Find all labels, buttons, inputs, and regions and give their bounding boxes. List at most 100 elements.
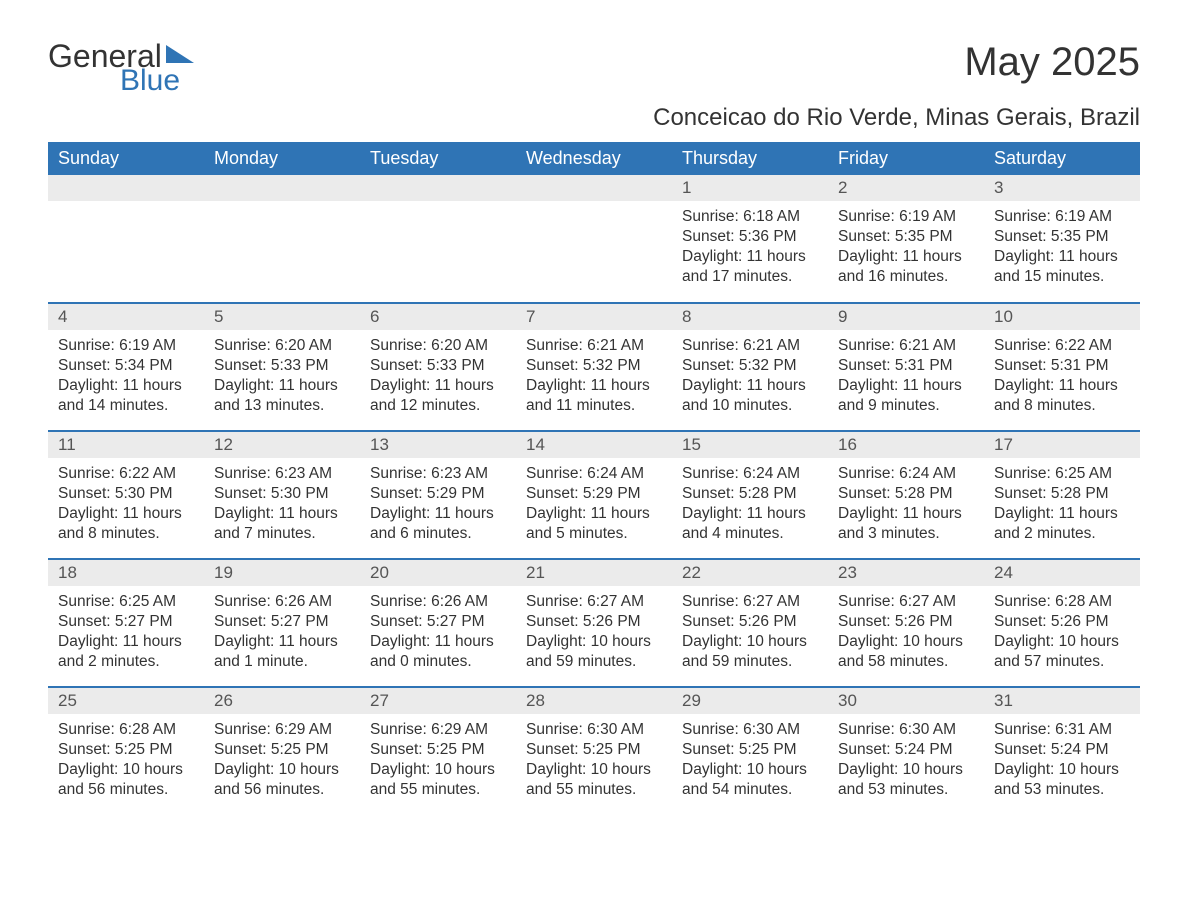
sunrise-text: Sunrise: 6:27 AM bbox=[682, 592, 818, 612]
sunrise-text: Sunrise: 6:29 AM bbox=[214, 720, 350, 740]
calendar-cell: 16Sunrise: 6:24 AMSunset: 5:28 PMDayligh… bbox=[828, 431, 984, 559]
calendar-week-row: 25Sunrise: 6:28 AMSunset: 5:25 PMDayligh… bbox=[48, 687, 1140, 815]
daylight-text: Daylight: 11 hours and 6 minutes. bbox=[370, 504, 506, 544]
calendar-cell: 11Sunrise: 6:22 AMSunset: 5:30 PMDayligh… bbox=[48, 431, 204, 559]
sunset-text: Sunset: 5:25 PM bbox=[58, 740, 194, 760]
calendar-cell: 25Sunrise: 6:28 AMSunset: 5:25 PMDayligh… bbox=[48, 687, 204, 815]
column-header: Thursday bbox=[672, 142, 828, 175]
daylight-text: Daylight: 10 hours and 59 minutes. bbox=[682, 632, 818, 672]
calendar-week-row: 4Sunrise: 6:19 AMSunset: 5:34 PMDaylight… bbox=[48, 303, 1140, 431]
day-details: Sunrise: 6:30 AMSunset: 5:25 PMDaylight:… bbox=[516, 714, 672, 811]
sunrise-text: Sunrise: 6:24 AM bbox=[838, 464, 974, 484]
calendar-cell: 14Sunrise: 6:24 AMSunset: 5:29 PMDayligh… bbox=[516, 431, 672, 559]
daylight-text: Daylight: 10 hours and 53 minutes. bbox=[994, 760, 1130, 800]
calendar-cell bbox=[360, 175, 516, 303]
calendar-cell: 7Sunrise: 6:21 AMSunset: 5:32 PMDaylight… bbox=[516, 303, 672, 431]
daylight-text: Daylight: 10 hours and 56 minutes. bbox=[58, 760, 194, 800]
day-details: Sunrise: 6:19 AMSunset: 5:35 PMDaylight:… bbox=[984, 201, 1140, 298]
sunset-text: Sunset: 5:29 PM bbox=[526, 484, 662, 504]
calendar-cell: 15Sunrise: 6:24 AMSunset: 5:28 PMDayligh… bbox=[672, 431, 828, 559]
day-details: Sunrise: 6:19 AMSunset: 5:34 PMDaylight:… bbox=[48, 330, 204, 427]
day-details: Sunrise: 6:21 AMSunset: 5:32 PMDaylight:… bbox=[516, 330, 672, 427]
day-details: Sunrise: 6:21 AMSunset: 5:32 PMDaylight:… bbox=[672, 330, 828, 427]
day-details: Sunrise: 6:24 AMSunset: 5:28 PMDaylight:… bbox=[672, 458, 828, 555]
day-details: Sunrise: 6:30 AMSunset: 5:24 PMDaylight:… bbox=[828, 714, 984, 811]
day-details: Sunrise: 6:18 AMSunset: 5:36 PMDaylight:… bbox=[672, 201, 828, 298]
sunrise-text: Sunrise: 6:27 AM bbox=[526, 592, 662, 612]
column-header: Tuesday bbox=[360, 142, 516, 175]
day-number: 13 bbox=[360, 432, 516, 458]
day-number: 7 bbox=[516, 304, 672, 330]
calendar-cell: 1Sunrise: 6:18 AMSunset: 5:36 PMDaylight… bbox=[672, 175, 828, 303]
sunrise-text: Sunrise: 6:20 AM bbox=[370, 336, 506, 356]
daylight-text: Daylight: 11 hours and 1 minute. bbox=[214, 632, 350, 672]
sunset-text: Sunset: 5:28 PM bbox=[994, 484, 1130, 504]
calendar-cell: 30Sunrise: 6:30 AMSunset: 5:24 PMDayligh… bbox=[828, 687, 984, 815]
daylight-text: Daylight: 10 hours and 55 minutes. bbox=[526, 760, 662, 800]
calendar-cell: 6Sunrise: 6:20 AMSunset: 5:33 PMDaylight… bbox=[360, 303, 516, 431]
day-number: 22 bbox=[672, 560, 828, 586]
sunset-text: Sunset: 5:24 PM bbox=[838, 740, 974, 760]
calendar-cell: 27Sunrise: 6:29 AMSunset: 5:25 PMDayligh… bbox=[360, 687, 516, 815]
sunrise-text: Sunrise: 6:30 AM bbox=[682, 720, 818, 740]
day-number: 6 bbox=[360, 304, 516, 330]
calendar-cell: 19Sunrise: 6:26 AMSunset: 5:27 PMDayligh… bbox=[204, 559, 360, 687]
day-details: Sunrise: 6:20 AMSunset: 5:33 PMDaylight:… bbox=[360, 330, 516, 427]
column-header: Wednesday bbox=[516, 142, 672, 175]
daylight-text: Daylight: 11 hours and 8 minutes. bbox=[58, 504, 194, 544]
sunset-text: Sunset: 5:35 PM bbox=[838, 227, 974, 247]
day-details: Sunrise: 6:22 AMSunset: 5:30 PMDaylight:… bbox=[48, 458, 204, 555]
day-number: 12 bbox=[204, 432, 360, 458]
sunset-text: Sunset: 5:25 PM bbox=[214, 740, 350, 760]
empty-day bbox=[360, 175, 516, 201]
calendar-cell: 9Sunrise: 6:21 AMSunset: 5:31 PMDaylight… bbox=[828, 303, 984, 431]
calendar-cell bbox=[204, 175, 360, 303]
column-header: Saturday bbox=[984, 142, 1140, 175]
day-number: 31 bbox=[984, 688, 1140, 714]
day-number: 5 bbox=[204, 304, 360, 330]
calendar-header-row: SundayMondayTuesdayWednesdayThursdayFrid… bbox=[48, 142, 1140, 175]
sunrise-text: Sunrise: 6:30 AM bbox=[838, 720, 974, 740]
day-number: 15 bbox=[672, 432, 828, 458]
day-details: Sunrise: 6:26 AMSunset: 5:27 PMDaylight:… bbox=[360, 586, 516, 683]
sunset-text: Sunset: 5:36 PM bbox=[682, 227, 818, 247]
day-number: 19 bbox=[204, 560, 360, 586]
sunrise-text: Sunrise: 6:24 AM bbox=[682, 464, 818, 484]
daylight-text: Daylight: 11 hours and 7 minutes. bbox=[214, 504, 350, 544]
sunrise-text: Sunrise: 6:28 AM bbox=[58, 720, 194, 740]
calendar-cell bbox=[516, 175, 672, 303]
calendar-cell: 22Sunrise: 6:27 AMSunset: 5:26 PMDayligh… bbox=[672, 559, 828, 687]
calendar-cell: 23Sunrise: 6:27 AMSunset: 5:26 PMDayligh… bbox=[828, 559, 984, 687]
sunset-text: Sunset: 5:34 PM bbox=[58, 356, 194, 376]
day-number: 23 bbox=[828, 560, 984, 586]
sunset-text: Sunset: 5:33 PM bbox=[370, 356, 506, 376]
sunrise-text: Sunrise: 6:28 AM bbox=[994, 592, 1130, 612]
daylight-text: Daylight: 11 hours and 13 minutes. bbox=[214, 376, 350, 416]
day-details: Sunrise: 6:28 AMSunset: 5:26 PMDaylight:… bbox=[984, 586, 1140, 683]
day-details: Sunrise: 6:23 AMSunset: 5:29 PMDaylight:… bbox=[360, 458, 516, 555]
calendar-cell bbox=[48, 175, 204, 303]
daylight-text: Daylight: 11 hours and 0 minutes. bbox=[370, 632, 506, 672]
sunrise-text: Sunrise: 6:31 AM bbox=[994, 720, 1130, 740]
sunrise-text: Sunrise: 6:30 AM bbox=[526, 720, 662, 740]
day-number: 3 bbox=[984, 175, 1140, 201]
sunset-text: Sunset: 5:32 PM bbox=[526, 356, 662, 376]
daylight-text: Daylight: 11 hours and 10 minutes. bbox=[682, 376, 818, 416]
day-details: Sunrise: 6:25 AMSunset: 5:27 PMDaylight:… bbox=[48, 586, 204, 683]
column-header: Sunday bbox=[48, 142, 204, 175]
sunset-text: Sunset: 5:28 PM bbox=[838, 484, 974, 504]
sunset-text: Sunset: 5:26 PM bbox=[526, 612, 662, 632]
calendar-week-row: 1Sunrise: 6:18 AMSunset: 5:36 PMDaylight… bbox=[48, 175, 1140, 303]
day-details: Sunrise: 6:29 AMSunset: 5:25 PMDaylight:… bbox=[204, 714, 360, 811]
day-details: Sunrise: 6:30 AMSunset: 5:25 PMDaylight:… bbox=[672, 714, 828, 811]
calendar-cell: 18Sunrise: 6:25 AMSunset: 5:27 PMDayligh… bbox=[48, 559, 204, 687]
sunset-text: Sunset: 5:29 PM bbox=[370, 484, 506, 504]
day-details: Sunrise: 6:23 AMSunset: 5:30 PMDaylight:… bbox=[204, 458, 360, 555]
day-details: Sunrise: 6:25 AMSunset: 5:28 PMDaylight:… bbox=[984, 458, 1140, 555]
sunrise-text: Sunrise: 6:26 AM bbox=[370, 592, 506, 612]
sunset-text: Sunset: 5:27 PM bbox=[214, 612, 350, 632]
daylight-text: Daylight: 11 hours and 2 minutes. bbox=[58, 632, 194, 672]
sunset-text: Sunset: 5:30 PM bbox=[214, 484, 350, 504]
sunrise-text: Sunrise: 6:20 AM bbox=[214, 336, 350, 356]
day-number: 24 bbox=[984, 560, 1140, 586]
